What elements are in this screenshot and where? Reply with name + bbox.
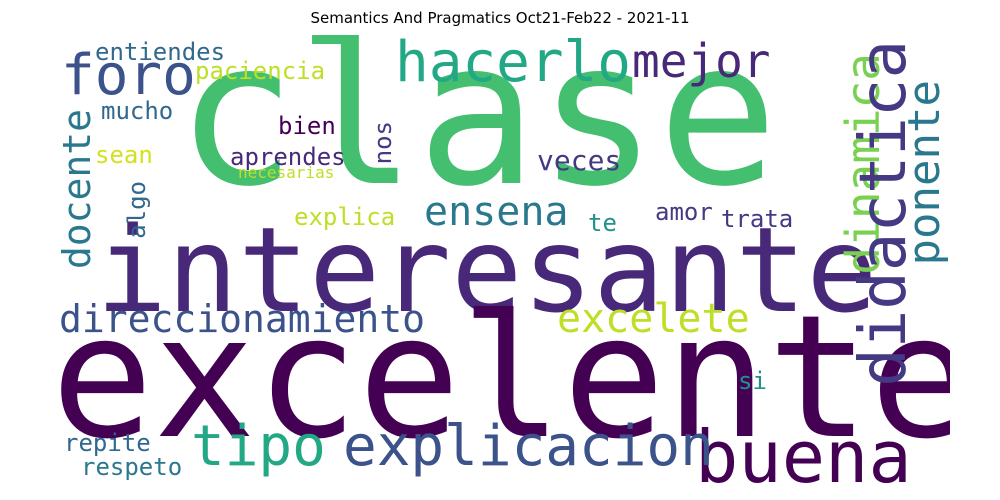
word-clase: clase [176, 35, 779, 231]
word-interesante: interesante [96, 201, 878, 339]
word-paciencia: paciencia [195, 57, 326, 85]
word-tipo: tipo [191, 414, 326, 479]
word-ponente: ponente [899, 80, 950, 266]
word-buena: buena [695, 415, 912, 485]
word-docente: docente [55, 109, 99, 270]
word-entiendes: entiendes [95, 38, 226, 66]
word-cloud: clase interesante excelente buena explic… [50, 35, 950, 485]
page-title: Semantics And Pragmatics Oct21-Feb22 - 2… [310, 9, 690, 27]
word-ensena: ensena [424, 189, 569, 235]
word-veces: veces [537, 144, 622, 177]
word-explicacion: explicacion [343, 414, 714, 479]
word-excelente: excelente [51, 279, 950, 477]
word-necesarias: necesarias [238, 163, 335, 182]
word-sean: sean [95, 141, 153, 169]
word-foro: foro [61, 43, 196, 108]
word-mucho: mucho [101, 97, 174, 125]
word-mejor: mejor [632, 35, 771, 88]
word-bien: bien [278, 112, 336, 140]
word-explica: explica [294, 203, 396, 231]
word-amor: amor [655, 198, 713, 226]
word-direccionamiento: direccionamiento [59, 297, 426, 341]
word-excelete: excelete [557, 296, 750, 342]
word-si: si [738, 367, 767, 395]
word-nos: nos [369, 121, 397, 165]
word-hacerlo: hacerlo [395, 35, 632, 95]
word-trata: trata [721, 205, 794, 233]
word-aprendes: aprendes [230, 143, 346, 171]
word-respeto: respeto [81, 453, 183, 481]
word-te: te [588, 209, 617, 237]
word-repite: repite [64, 429, 151, 457]
word-algo: algo [123, 181, 151, 239]
